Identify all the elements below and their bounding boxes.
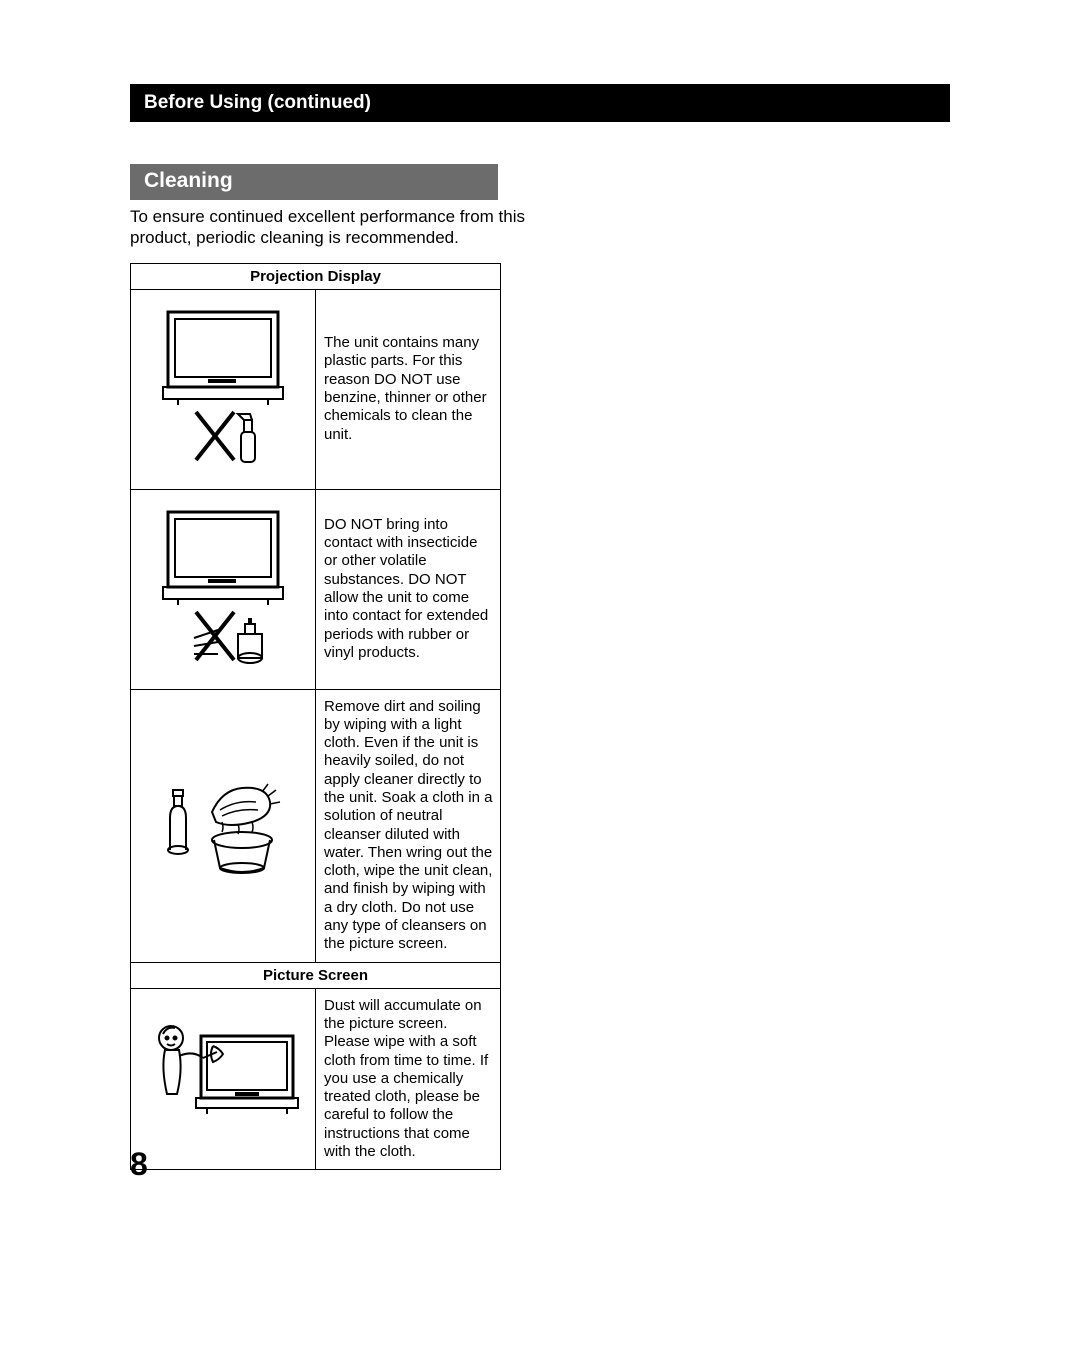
- no-insecticide-icon-cell: [131, 489, 316, 689]
- table-header-row-1: Projection Display: [131, 263, 501, 289]
- projection-display-header: Projection Display: [131, 263, 501, 289]
- no-insecticide-text: DO NOT bring into contact with insectici…: [316, 489, 501, 689]
- cloth-cleaning-text: Remove dirt and soiling by wiping with a…: [316, 689, 501, 962]
- table-row: Remove dirt and soiling by wiping with a…: [131, 689, 501, 962]
- no-benzine-icon-cell: [131, 289, 316, 489]
- before-using-header-text: Before Using (continued): [144, 92, 371, 113]
- dusting-screen-icon-cell: [131, 988, 316, 1170]
- person-dusting-tv-icon: [143, 1016, 303, 1136]
- cloth-and-bucket-icon: [148, 768, 298, 878]
- cloth-cleaning-icon-cell: [131, 689, 316, 962]
- cleaning-table: Projection Display: [130, 263, 501, 1171]
- cleaning-section-header: Cleaning: [130, 164, 498, 200]
- tv-with-spray-can-crossed-icon: [148, 502, 298, 672]
- table-row: DO NOT bring into contact with insectici…: [131, 489, 501, 689]
- picture-screen-header: Picture Screen: [131, 962, 501, 988]
- table-row: Dust will accumulate on the picture scre…: [131, 988, 501, 1170]
- intro-paragraph: To ensure continued excellent performanc…: [130, 206, 530, 249]
- table-header-row-2: Picture Screen: [131, 962, 501, 988]
- page: Before Using (continued) Cleaning To ens…: [0, 0, 1080, 1363]
- no-benzine-text: The unit contains many plastic parts. Fo…: [316, 289, 501, 489]
- page-number: 8: [130, 1146, 148, 1183]
- tv-with-spray-bottle-crossed-icon: [148, 302, 298, 472]
- cleaning-section-title: Cleaning: [144, 169, 233, 192]
- dusting-screen-text: Dust will accumulate on the picture scre…: [316, 988, 501, 1170]
- table-row: The unit contains many plastic parts. Fo…: [131, 289, 501, 489]
- before-using-header-bar: Before Using (continued): [130, 84, 950, 122]
